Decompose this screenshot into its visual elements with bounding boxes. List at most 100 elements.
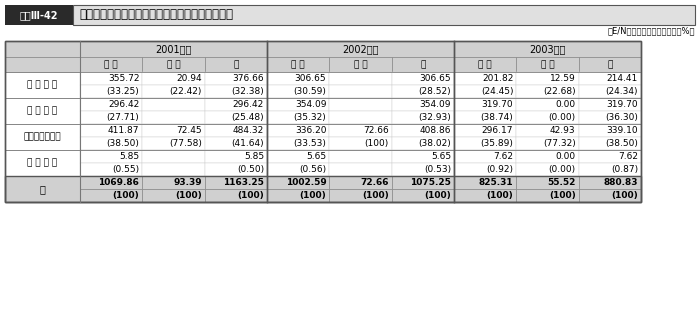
Text: 306.65: 306.65 <box>419 74 451 83</box>
Bar <box>5 57 80 72</box>
Text: 2002年度: 2002年度 <box>342 44 379 54</box>
Text: 5.65: 5.65 <box>306 152 326 161</box>
Text: 7.62: 7.62 <box>618 152 638 161</box>
Text: (0.00): (0.00) <box>549 113 575 122</box>
Bar <box>579 57 641 72</box>
Text: 機 材 供 与: 機 材 供 与 <box>27 107 57 116</box>
Bar <box>329 124 392 137</box>
Bar <box>454 163 517 176</box>
Text: 214.41: 214.41 <box>607 74 638 83</box>
Text: (0.56): (0.56) <box>299 165 326 174</box>
Bar <box>329 111 392 124</box>
Bar <box>5 150 641 176</box>
Text: (41.64): (41.64) <box>232 139 264 148</box>
Bar <box>5 72 641 98</box>
Bar <box>80 176 142 189</box>
Bar <box>267 137 329 150</box>
Bar <box>204 163 267 176</box>
Bar <box>5 98 641 124</box>
Text: 376.66: 376.66 <box>232 74 264 83</box>
Bar <box>454 57 517 72</box>
Bar <box>204 72 267 85</box>
Bar <box>80 98 142 111</box>
Text: (38.02): (38.02) <box>419 139 451 148</box>
Text: 施設・機材供与: 施設・機材供与 <box>24 133 62 142</box>
Text: (38.50): (38.50) <box>605 139 638 148</box>
Text: 水 産: 水 産 <box>354 60 368 69</box>
Bar <box>142 150 204 163</box>
Text: (0.00): (0.00) <box>549 165 575 174</box>
Bar <box>142 111 204 124</box>
Bar <box>267 124 329 137</box>
Bar <box>204 150 267 163</box>
Text: (32.93): (32.93) <box>419 113 451 122</box>
Text: (100): (100) <box>113 191 139 200</box>
Text: 355.72: 355.72 <box>108 74 139 83</box>
Text: 0.00: 0.00 <box>556 152 575 161</box>
Bar <box>267 85 329 98</box>
Bar <box>142 72 204 85</box>
Bar <box>204 124 267 137</box>
Bar <box>329 176 392 189</box>
Text: (35.32): (35.32) <box>293 113 326 122</box>
Bar <box>454 98 517 111</box>
Bar <box>454 176 517 189</box>
Bar <box>517 163 579 176</box>
Bar <box>267 41 454 57</box>
Bar <box>80 41 267 57</box>
Text: (100): (100) <box>362 191 389 200</box>
Text: (100): (100) <box>175 191 202 200</box>
Bar <box>204 176 267 189</box>
Bar <box>80 150 142 163</box>
Bar <box>142 124 204 137</box>
Bar <box>5 72 80 98</box>
Bar <box>5 150 80 176</box>
Text: 336.20: 336.20 <box>295 126 326 135</box>
Bar <box>5 176 80 202</box>
Bar <box>329 189 392 202</box>
Text: 2003年度: 2003年度 <box>529 44 566 54</box>
Bar <box>392 176 454 189</box>
Bar <box>80 57 142 72</box>
Text: 計: 計 <box>420 60 426 69</box>
Text: 339.10: 339.10 <box>606 126 638 135</box>
Text: 201.82: 201.82 <box>482 74 513 83</box>
Bar <box>517 124 579 137</box>
Text: (100): (100) <box>237 191 264 200</box>
Bar <box>80 163 142 176</box>
Text: 72.45: 72.45 <box>176 126 202 135</box>
Bar <box>392 85 454 98</box>
Text: (27.71): (27.71) <box>106 113 139 122</box>
Text: (33.25): (33.25) <box>106 87 139 96</box>
Text: 計: 計 <box>40 184 46 194</box>
Text: (22.68): (22.68) <box>543 87 575 96</box>
Bar <box>204 111 267 124</box>
Bar <box>5 98 80 124</box>
Text: (30.59): (30.59) <box>293 87 326 96</box>
Text: (100): (100) <box>611 191 638 200</box>
Bar <box>454 41 641 57</box>
Bar <box>329 72 392 85</box>
Text: 5.85: 5.85 <box>244 152 264 161</box>
Bar <box>204 137 267 150</box>
Text: (0.50): (0.50) <box>237 165 264 174</box>
Text: 計: 計 <box>233 60 239 69</box>
Text: 20.94: 20.94 <box>176 74 202 83</box>
Bar <box>267 163 329 176</box>
Bar <box>579 150 641 163</box>
Bar <box>392 137 454 150</box>
Text: (77.58): (77.58) <box>169 139 202 148</box>
Bar <box>5 41 641 202</box>
Bar <box>517 150 579 163</box>
Bar <box>142 98 204 111</box>
Bar <box>142 137 204 150</box>
Bar <box>579 72 641 85</box>
Bar <box>267 98 329 111</box>
Text: 354.09: 354.09 <box>295 100 326 109</box>
Text: 72.66: 72.66 <box>363 126 389 135</box>
Bar <box>392 124 454 137</box>
Bar <box>454 150 517 163</box>
Bar <box>329 163 392 176</box>
Text: 7.62: 7.62 <box>494 152 513 161</box>
Bar <box>267 176 329 189</box>
